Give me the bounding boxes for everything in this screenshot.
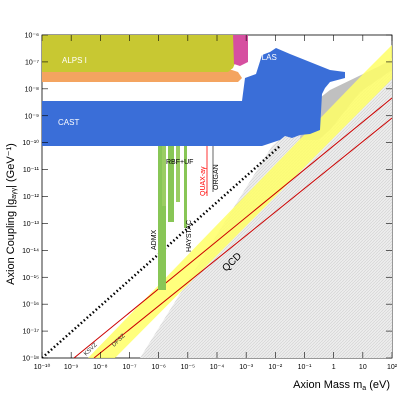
ksvz-line — [73, 97, 392, 358]
x-tick-label: 10 — [359, 364, 367, 371]
y-tick-label: 10⁻¹⁰ — [22, 139, 39, 147]
y-tick-label: 10⁻⁶ — [25, 33, 39, 40]
y-tick-label: 10⁻¹² — [23, 194, 40, 201]
y-tick-label: 10⁻⁷ — [25, 59, 39, 66]
organ-label: ORGAN — [213, 164, 220, 190]
x-axis-title: Axion Mass ma (eV) — [293, 379, 390, 392]
x-tick-label: 10⁻⁹ — [64, 364, 78, 371]
y-tick-label: 10⁻¹⁷ — [23, 329, 40, 336]
haloscope-rbf-uf-region — [168, 146, 174, 222]
x-tick-label: 10⁻⁵ — [181, 364, 195, 371]
x-tick-label: 10⁻⁸ — [93, 364, 107, 371]
x-tick-label: 10⁻¹ — [298, 364, 312, 371]
x-axis: 10⁻¹⁰ 10⁻⁹ 10⁻⁸ 10⁻⁷ 10⁻⁶ 10⁻⁵ 10⁻⁴ 10⁻³ 10⁻² 10⁻… — [34, 35, 398, 371]
x-tick-label: 10⁻⁷ — [122, 364, 136, 371]
x-tick-label: 10⁻⁶ — [151, 364, 165, 371]
dfsz-line — [93, 117, 392, 358]
rbf-uf-label: RBF+UF — [166, 159, 193, 166]
cast-label: CAST — [58, 118, 79, 127]
y-tick-label: 10⁻¹⁴ — [22, 248, 39, 255]
dotted-limit-line — [42, 145, 281, 358]
y-tick-label: 10⁻¹⁵ — [22, 275, 39, 282]
admx-label: ADMX — [151, 229, 158, 250]
x-axis-title-main: Axion Mass m — [293, 379, 362, 391]
haloscope-admx-2 — [162, 146, 166, 206]
x-tick-label: 10⁻² — [268, 364, 282, 371]
osqar-region — [42, 70, 242, 82]
haystac-label: HAYSTAC — [186, 220, 193, 252]
y-axis-title-main: Axion Coupling |g — [5, 199, 17, 285]
alps-region — [42, 35, 240, 72]
x-axis-title-unit: (eV) — [366, 379, 390, 391]
haloscope-admx-region — [158, 146, 166, 290]
x-tick-label: 10⁻⁴ — [210, 364, 225, 371]
pvlas-region — [233, 35, 248, 66]
y-axis-title-sub: aγγ — [11, 187, 18, 198]
y-tick-label: 10⁻⁸ — [25, 86, 39, 93]
y-tick-label: 10⁻¹⁶ — [22, 302, 39, 309]
y-tick-label: 10⁻⁹ — [25, 113, 39, 120]
haloscope-haystac-region — [184, 146, 187, 228]
pvlas-label: PVLAS — [251, 53, 277, 62]
osqar-label: OSQAR — [54, 87, 83, 96]
y-axis-title: Axion Coupling |gaγγ| (GeV⁻¹) — [5, 143, 18, 285]
x-axis-title-sub: a — [362, 385, 366, 392]
y-tick-label: 10⁻¹⁸ — [22, 356, 39, 363]
quax-label: QUAX-aγ — [200, 166, 207, 196]
x-tick-label: 10⁻¹⁰ — [34, 363, 51, 371]
cast-region — [42, 48, 345, 146]
x-tick-label: 10² — [387, 364, 398, 371]
y-tick-label: 10⁻¹³ — [23, 221, 40, 228]
y-axis-title-unit: | (GeV⁻¹) — [5, 143, 17, 188]
y-axis: 10⁻¹⁸ 10⁻¹⁷ 10⁻¹⁶ 10⁻¹⁵ 10⁻¹⁴ 10⁻¹³ 10⁻¹² 10⁻¹¹… — [22, 33, 392, 363]
x-tick-label: 1 — [332, 364, 336, 371]
x-tick-label: 10⁻³ — [239, 364, 253, 371]
haloscope-rbf-uf-2 — [176, 146, 180, 202]
y-tick-label: 10⁻¹¹ — [23, 167, 40, 174]
alps-label: ALPS I — [62, 56, 87, 65]
